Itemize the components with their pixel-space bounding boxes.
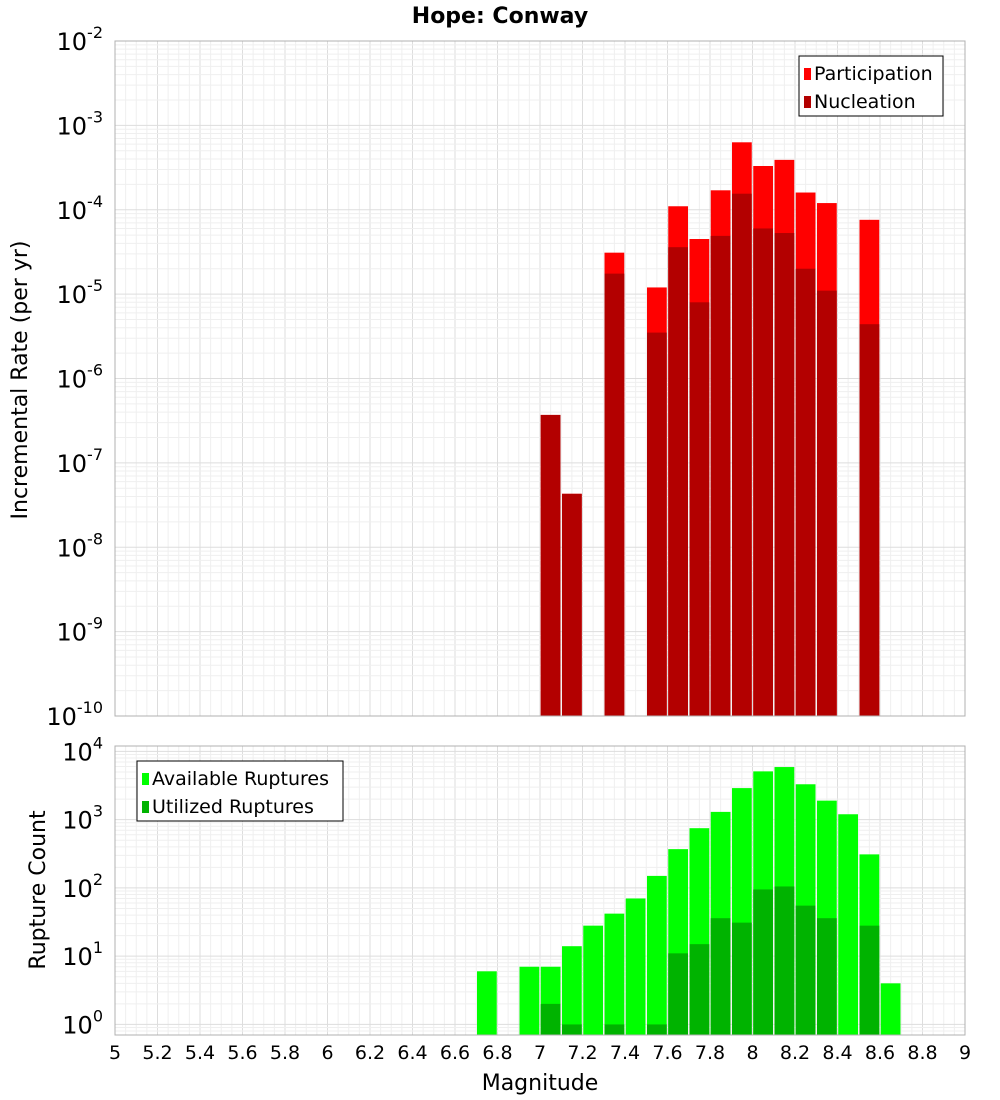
y-tick-label: 10-8 xyxy=(57,529,104,562)
bar xyxy=(540,414,561,716)
y-tick-label: 10-9 xyxy=(57,614,104,647)
x-tick-label: 8.2 xyxy=(780,1042,810,1064)
x-tick-label: 7.4 xyxy=(610,1042,640,1064)
bar xyxy=(562,1024,582,1035)
x-tick-label: 5.4 xyxy=(185,1042,215,1064)
bar xyxy=(817,290,837,716)
bar xyxy=(562,493,582,716)
x-tick-label: 9 xyxy=(959,1042,971,1064)
bar xyxy=(477,971,497,1035)
legend-box xyxy=(798,55,944,117)
y-tick-label: 10-6 xyxy=(57,361,104,394)
plot-frame xyxy=(114,745,966,1036)
legend-swatch xyxy=(804,68,811,80)
bottom-y-axis-label: Rupture Count xyxy=(26,810,51,970)
x-tick-label: 6.2 xyxy=(355,1042,385,1064)
x-tick-label: 6.8 xyxy=(482,1042,512,1064)
bar xyxy=(668,247,688,716)
bar xyxy=(562,946,582,1035)
bar xyxy=(859,925,880,1035)
bar xyxy=(732,922,752,1035)
y-tick-label: 10-3 xyxy=(57,107,104,140)
x-tick-label: 5.2 xyxy=(142,1042,172,1064)
x-tick-label: 7.6 xyxy=(652,1042,682,1064)
legend-box xyxy=(136,760,344,822)
x-tick-label: 8.8 xyxy=(907,1042,937,1064)
legend-label: Utilized Ruptures xyxy=(152,796,314,818)
bar xyxy=(604,913,625,1035)
x-tick-label: 7.8 xyxy=(695,1042,725,1064)
legend-swatch xyxy=(142,773,149,785)
x-tick-label: 5.6 xyxy=(227,1042,257,1064)
x-tick-label: 5.8 xyxy=(270,1042,300,1064)
legend-swatch xyxy=(804,96,811,108)
bar xyxy=(774,886,795,1035)
legend-label: Nucleation xyxy=(814,91,916,113)
bar xyxy=(710,235,731,716)
x-tick-label: 5 xyxy=(109,1042,121,1064)
x-tick-label: 7.2 xyxy=(567,1042,597,1064)
y-tick-label: 10-5 xyxy=(57,276,104,309)
bar xyxy=(689,944,710,1035)
rate-plot: 10-10 10-9 10-8 10-7 10-6 10-5 10-4 10-3 10-2 Par… xyxy=(46,23,966,731)
x-tick-label: 6.4 xyxy=(397,1042,427,1064)
bar xyxy=(604,273,625,716)
bar xyxy=(859,324,880,716)
chart-title: Hope: Conway xyxy=(412,4,588,29)
bar xyxy=(795,905,816,1035)
y-tick-label: 100 xyxy=(62,1006,103,1039)
x-axis-label: Magnitude xyxy=(482,1071,599,1096)
y-tick-label: 101 xyxy=(62,938,103,971)
bar xyxy=(647,1024,667,1035)
legend-label: Available Ruptures xyxy=(152,768,329,790)
bar xyxy=(668,953,688,1035)
bar xyxy=(880,983,901,1035)
bar xyxy=(689,302,710,716)
bar xyxy=(647,875,667,1035)
top-y-axis-label: Incremental Rate (per yr) xyxy=(8,241,33,520)
bar xyxy=(604,1024,625,1035)
x-tick-label: 6 xyxy=(321,1042,333,1064)
x-tick-label: 8.6 xyxy=(865,1042,895,1064)
y-tick-label: 104 xyxy=(62,733,103,766)
bar xyxy=(710,918,731,1035)
bar xyxy=(774,233,795,716)
y-tick-label: 10-4 xyxy=(57,192,104,225)
x-tick-label: 8.4 xyxy=(822,1042,852,1064)
legend-swatch xyxy=(142,801,149,813)
legend: Participation Nucleation xyxy=(798,55,944,117)
y-tick-label: 10-7 xyxy=(57,445,104,478)
x-tick-label: 7 xyxy=(534,1042,546,1064)
x-tick-label: 6.6 xyxy=(440,1042,470,1064)
legend: Available Ruptures Utilized Ruptures xyxy=(136,760,344,822)
legend-label: Participation xyxy=(814,63,933,85)
bar xyxy=(753,889,773,1035)
bar xyxy=(795,268,816,716)
x-tick-label: 8 xyxy=(746,1042,758,1064)
bar xyxy=(625,898,646,1035)
bar xyxy=(540,1003,561,1035)
bar xyxy=(647,332,667,716)
y-tick-label: 10-10 xyxy=(46,698,103,731)
bar xyxy=(753,228,773,716)
bar xyxy=(519,966,540,1035)
y-tick-label: 10-2 xyxy=(57,23,104,56)
rupture-count-plot: 100 101 102 103 104 5 5.2 5.4 5.6 5.8 6 6.2 6.4 6.6 6.… xyxy=(62,733,971,1064)
plot-frame xyxy=(114,40,966,717)
y-tick-label: 103 xyxy=(62,802,103,835)
bar xyxy=(732,193,752,716)
bar xyxy=(817,918,837,1035)
y-tick-label: 102 xyxy=(62,870,103,903)
bar xyxy=(583,925,603,1035)
bar xyxy=(838,814,858,1035)
